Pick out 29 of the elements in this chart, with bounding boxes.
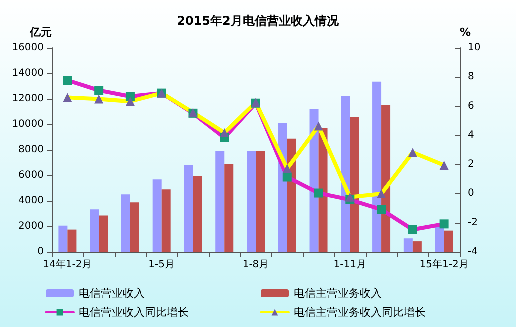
y-tick-label: 12000 <box>12 94 44 104</box>
y-tick-label: 6000 <box>18 170 44 181</box>
y-tick-label: 8000 <box>18 144 44 156</box>
x-tick-label: 1-5月 <box>148 260 176 270</box>
x-tick-label: 14年1-2月 <box>43 258 92 270</box>
y2-tick-label: 2 <box>468 159 474 170</box>
y-axis-title: 亿元 <box>29 26 52 39</box>
y2-tick-label: 0 <box>468 188 474 200</box>
x-tick-label: 1-8月 <box>242 260 270 270</box>
x-tick-label: 15年1-2月 <box>420 258 469 270</box>
y-tick-label: 2000 <box>18 221 44 232</box>
legend-label: 电信主营业务收入 <box>294 287 382 300</box>
y-tick-label: 16000 <box>12 42 44 54</box>
y-tick-label: 10000 <box>12 119 44 130</box>
chart-title: 2015年2月电信营业收入情况 <box>177 14 340 28</box>
y2-tick-label: -4 <box>468 246 478 258</box>
y-tick-label: 14000 <box>12 68 44 79</box>
y2-axis-title: % <box>460 26 472 39</box>
legend-label: 电信营业收入同比增长 <box>79 306 189 319</box>
y2-tick-label: 8 <box>468 72 474 83</box>
y-tick-label: 0 <box>38 246 44 258</box>
y2-tick-label: 10 <box>468 42 481 54</box>
legend-label: 电信主营业务收入同比增长 <box>294 306 426 319</box>
x-tick-label: 1-11月 <box>334 260 367 270</box>
y-tick-label: 4000 <box>18 196 44 206</box>
y2-tick-label: -2 <box>468 217 478 228</box>
legend-label: 电信营业收入 <box>79 287 145 300</box>
y2-tick-label: 6 <box>468 100 474 112</box>
y2-tick-label: 4 <box>468 130 474 141</box>
